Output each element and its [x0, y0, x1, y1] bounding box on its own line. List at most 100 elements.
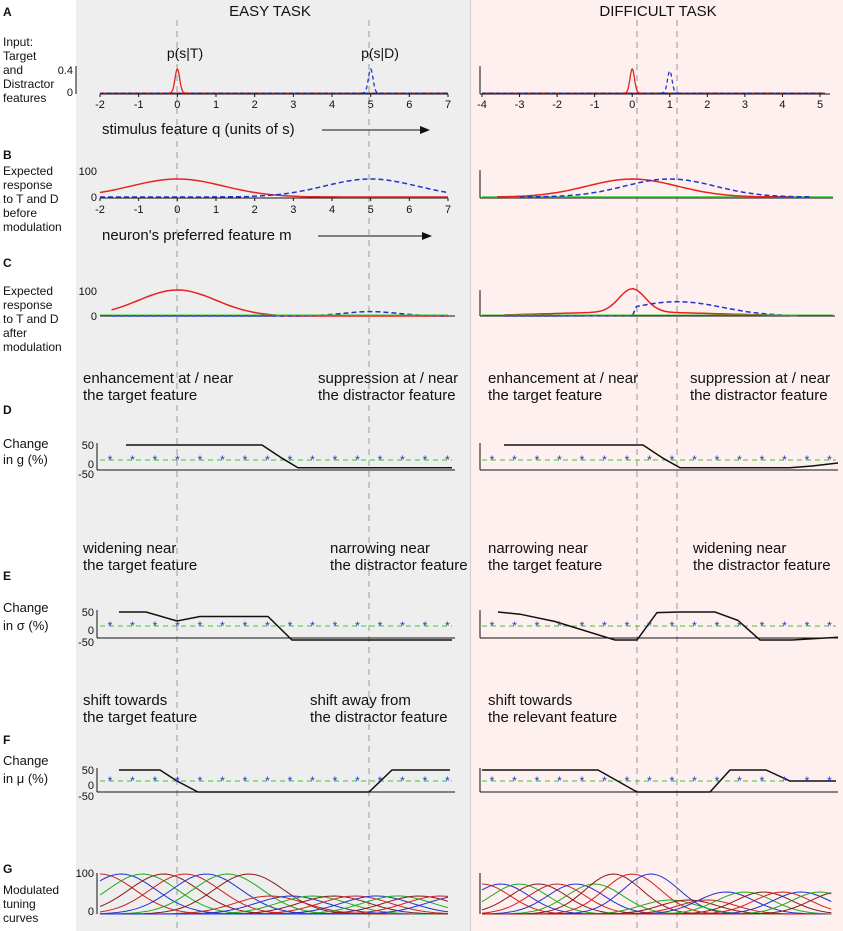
panel-c-label: Expected response to T and D after modul…	[3, 284, 62, 354]
tick-label: 2	[704, 99, 710, 111]
diff-target-response	[496, 178, 791, 198]
panel-c-curves	[100, 287, 833, 317]
tick-label: -2	[552, 99, 562, 111]
neuron-marker: *	[805, 774, 810, 788]
tick-label: -1	[134, 204, 144, 216]
tick-label: -4	[477, 99, 487, 111]
panel-a-label: Input: Target and Distractor features	[3, 35, 58, 105]
neuron-marker: *	[512, 774, 517, 788]
neuron-marker: *	[490, 774, 495, 788]
neuron-marker: *	[782, 774, 787, 788]
neuron-marker: *	[423, 774, 428, 788]
neuron-marker: *	[400, 453, 405, 467]
neuron-marker: *	[108, 774, 113, 788]
diff-e-right-annotation: widening near the distractor feature	[692, 540, 831, 574]
neuron-marker: *	[625, 453, 630, 467]
easy-tuning-curve	[100, 896, 449, 915]
neuron-marker: *	[535, 774, 540, 788]
tick-label: -3	[515, 99, 525, 111]
panel-letter-d: D	[3, 403, 12, 417]
tick-label: -1	[134, 99, 144, 111]
panel-letter-c: C	[3, 256, 12, 270]
panel-a-curves	[100, 68, 825, 94]
p-target-label: p(s|T)	[167, 45, 203, 61]
stimulus-axis-arrowhead	[420, 126, 430, 134]
tick-label: 5	[368, 204, 374, 216]
neuron-marker: *	[670, 774, 675, 788]
neuron-marker: *	[625, 619, 630, 633]
neuron-marker: *	[715, 453, 720, 467]
neuron-marker: *	[288, 619, 293, 633]
neuron-marker: *	[198, 774, 203, 788]
panel-letter-b: B	[3, 148, 12, 162]
tick-label: 7	[445, 204, 451, 216]
easy-task-title: EASY TASK	[229, 3, 311, 20]
neuron-marker: *	[400, 774, 405, 788]
panel-letter-a: A	[3, 5, 12, 19]
panel-d-plots: 50 0-50 * * * * * * * * * * * * * * * * * * * * * * * * * * * * * * * *	[78, 440, 839, 481]
neuron-marker: *	[602, 453, 607, 467]
neuron-marker: *	[333, 774, 338, 788]
neuron-marker: *	[602, 619, 607, 633]
easy-d-right-annotation: suppression at / near the distractor fea…	[318, 370, 462, 404]
neuron-marker: *	[175, 619, 180, 633]
neuron-marker: *	[198, 619, 203, 633]
neuron-marker: *	[737, 774, 742, 788]
tick-label: 1	[213, 99, 219, 111]
neuron-marker: *	[355, 619, 360, 633]
panel-a-ytick-0.4: 0.4	[58, 65, 73, 77]
neuron-marker: *	[310, 453, 315, 467]
panel-a-easy-ticks: -2 -1 0 1 2 3 4 5 6 7	[95, 94, 451, 111]
ytick-label: 50	[82, 607, 94, 619]
neuron-marker: *	[400, 619, 405, 633]
tick-label: -2	[95, 99, 105, 111]
neuron-marker: *	[692, 774, 697, 788]
difficult-task-title: DIFFICULT TASK	[599, 3, 716, 20]
p-distractor-label: p(s|D)	[361, 45, 399, 61]
diff-change-curve	[482, 769, 836, 793]
neuron-marker: *	[445, 619, 450, 633]
easy-task-background	[76, 0, 470, 931]
neuron-marker: *	[782, 619, 787, 633]
panel-e-plots: 50 0-50 * * * * * * * * * * * * * * * * * * * * * * * * * * * * * * * *	[78, 607, 839, 649]
neuron-marker: *	[647, 619, 652, 633]
panel-b-easy-ticks: -2 -1 0 1 2 3 4 5 6 7	[95, 198, 451, 216]
neuron-marker: *	[827, 774, 832, 788]
neuron-marker: *	[130, 619, 135, 633]
neuron-marker: *	[108, 619, 113, 633]
panel-f-plots: 50 0-50 * * * * * * * * * * * * * * * * * * * * * * * * * * * * * * * *	[78, 765, 838, 803]
tick-label: 4	[329, 204, 335, 216]
neuron-marker: *	[670, 453, 675, 467]
diff-change-curve	[504, 444, 839, 469]
neuron-marker: *	[355, 453, 360, 467]
neuron-marker: *	[445, 453, 450, 467]
neuron-marker: *	[557, 619, 562, 633]
tick-label: -1	[590, 99, 600, 111]
diff-d-left-annotation: enhancement at / near the target feature	[488, 370, 642, 404]
panel-letter-g: G	[3, 862, 12, 876]
diff-tuning-curve	[482, 892, 832, 915]
panel-letter-f: F	[3, 733, 10, 747]
diff-e-left-annotation: narrowing near the target feature	[488, 540, 602, 574]
neuron-marker: *	[715, 619, 720, 633]
panel-b-ytick-100: 100	[79, 166, 97, 178]
neuron-marker: *	[265, 619, 270, 633]
tick-label: 4	[779, 99, 785, 111]
neuron-marker: *	[265, 774, 270, 788]
easy-distractor-distribution	[361, 68, 381, 94]
neuron-marker: *	[535, 619, 540, 633]
neuron-marker: *	[490, 453, 495, 467]
neuron-marker: *	[423, 453, 428, 467]
panel-e-label: Change in σ (%)	[3, 600, 52, 633]
easy-change-curve	[119, 769, 450, 793]
panel-b-label: Expected response to T and D before modu…	[3, 164, 62, 234]
diff-distractor-distribution	[660, 70, 680, 94]
tick-label: 5	[368, 99, 374, 111]
tick-label: 3	[290, 204, 296, 216]
neuron-marker: *	[355, 774, 360, 788]
neuron-marker: *	[130, 774, 135, 788]
neuron-marker: *	[557, 453, 562, 467]
neuron-marker: *	[737, 453, 742, 467]
neuron-marker: *	[130, 453, 135, 467]
